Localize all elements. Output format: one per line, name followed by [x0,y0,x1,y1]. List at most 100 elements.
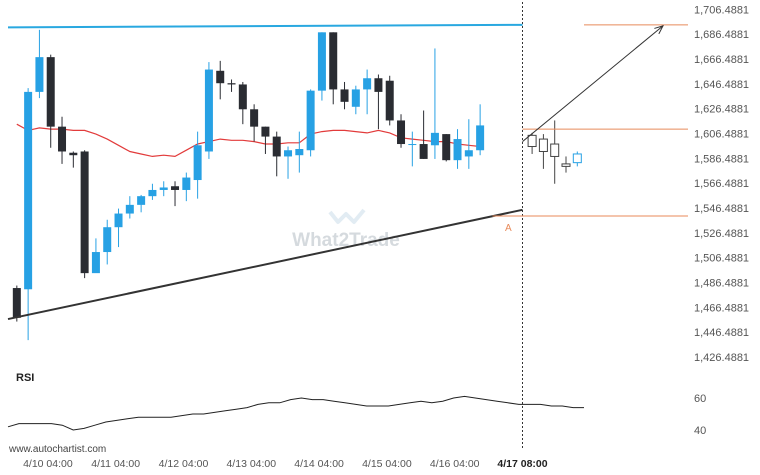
candle-body [35,57,44,92]
candle-body [137,196,146,205]
candle [227,79,236,92]
watermark-text: What2Trade [292,230,400,251]
candle [193,131,202,199]
candle [329,32,338,105]
candle [12,285,21,322]
y-tick-label: 1,686.4881 [694,29,749,41]
candle [385,75,394,126]
y-axis: 1,706.4881 1,686.4881 1,666.4881 1,646.4881… [694,4,749,364]
candle [442,134,451,162]
candle [46,54,55,148]
forecast-candle-body [538,138,548,152]
forecast-candle-body [572,153,582,164]
candle-body [317,32,326,91]
candle-body [351,89,360,107]
candle-body [182,177,191,190]
candle [80,150,89,279]
x-tick-label: 4/14 04:00 [294,458,344,470]
forecast-candle-body [527,134,537,148]
candle-body [238,84,247,110]
candle-body [385,80,394,121]
candle-body [419,144,428,159]
y-tick-label: 1,626.4881 [694,104,749,116]
point-label: A [505,223,512,234]
candle [125,196,134,219]
x-tick-label: 4/16 04:00 [430,458,480,470]
candle [261,126,270,154]
y-tick-label: 1,526.4881 [694,228,749,240]
candle-body [306,90,315,151]
candle-body [340,89,349,102]
candle-body [464,150,473,157]
candle-body [250,109,259,127]
candle-body [363,78,372,90]
candle [103,219,112,265]
y-tick-label: 1,606.4881 [694,128,749,140]
forecast-candle [561,156,571,173]
candle [24,88,33,341]
y-tick-label: 1,546.4881 [694,203,749,215]
candle [363,69,372,115]
candle-body [148,189,157,197]
candle [295,131,304,173]
candle-body [397,120,406,145]
footer-source: www.autochartist.com [8,444,106,455]
candle [137,194,146,213]
candle-body [295,149,304,156]
rsi-tick-label: 60 [694,393,706,405]
candle-body [453,139,462,161]
candle [171,181,180,207]
candle [272,131,281,177]
candle [419,110,428,159]
candle [91,238,100,274]
candle-body [430,132,439,146]
y-tick-label: 1,666.4881 [694,54,749,66]
candle-body [80,151,89,274]
candle-body [171,186,180,190]
y-tick-label: 1,586.4881 [694,153,749,165]
y-tick-label: 1,566.4881 [694,178,749,190]
candle [114,208,123,248]
pattern-levels-layer: A [7,23,688,321]
y-tick-label: 1,646.4881 [694,79,749,91]
candle-body [91,252,100,274]
candle [397,114,406,148]
candle [238,81,247,125]
resistance-line [7,23,523,29]
candle [35,29,44,99]
candle-body [58,126,67,152]
candle [430,48,439,159]
candle [476,104,485,156]
y-tick-label: 1,466.4881 [694,302,749,314]
x-axis: 4/10 04:00 4/11 04:00 4/12 04:00 4/13 04:00… [23,458,548,470]
candle [216,60,225,100]
candle-body [159,187,168,190]
projection-arrow [522,25,664,142]
x-tick-label: 4/15 04:00 [362,458,412,470]
candle [69,151,78,168]
support-line [7,208,523,321]
candle [159,181,168,197]
candle-body [46,57,55,127]
candle-body [114,213,123,228]
watermark: What2Trade [292,208,400,251]
candle [306,89,315,157]
candle-body [12,288,21,318]
candle-body [408,144,417,146]
candle-body [476,125,485,151]
projection-arrow-head-icon [654,25,664,35]
candle-body [103,227,112,253]
candle [148,183,157,200]
candles-layer [12,29,582,341]
candle-body [442,134,451,161]
candle-body [329,32,338,90]
rsi-label: RSI [16,372,34,384]
candle-body [193,145,202,181]
candle [374,74,383,130]
x-tick-label: 4/13 04:00 [226,458,276,470]
candle-body [374,78,383,92]
y-tick-label: 1,486.4881 [694,277,749,289]
candle-body [204,69,213,152]
candle [351,85,360,115]
candle-body [272,136,281,157]
